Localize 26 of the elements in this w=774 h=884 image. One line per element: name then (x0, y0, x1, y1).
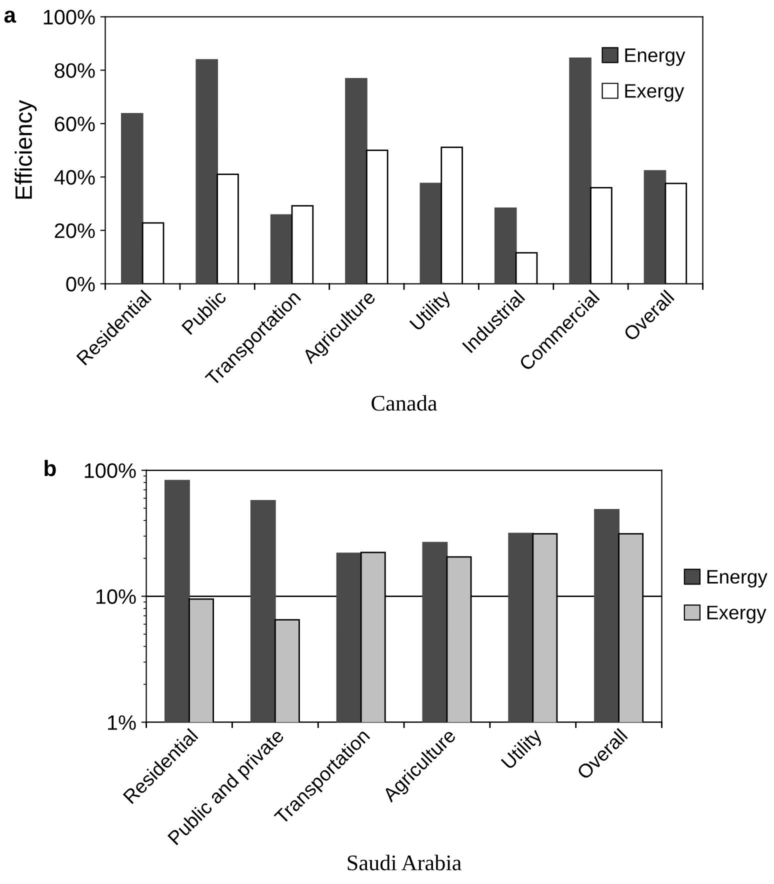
y-tick-label: 60% (54, 116, 95, 132)
legend-label: Exergy (707, 606, 766, 624)
y-tick-label: 40% (54, 170, 95, 185)
legend-label: Energy (707, 570, 768, 588)
legend-label: Energy (625, 48, 686, 66)
y-axis-title: Efficiency (14, 100, 37, 199)
bar (494, 208, 517, 284)
chart-title: a (4, 10, 16, 23)
bar (196, 59, 218, 284)
bar (345, 78, 368, 284)
y-tick-label: 20% (54, 223, 95, 238)
x-axis-title: Canada (372, 395, 438, 411)
y-tick-label: 0% (66, 276, 95, 292)
bar (644, 170, 666, 284)
y-tick-label: 80% (54, 63, 95, 78)
bar (420, 182, 442, 284)
bar (121, 113, 144, 284)
y-tick-label: 10% (96, 589, 136, 604)
bar (270, 214, 293, 284)
x-axis-title: Saudi Arabia (348, 854, 462, 870)
legend-label: Exergy (625, 84, 684, 102)
y-tick-label: 100% (44, 10, 95, 25)
chart-title: b (44, 460, 56, 476)
bar (569, 57, 592, 284)
y-tick-label: 100% (84, 463, 136, 478)
y-tick-label: 1% (108, 715, 136, 730)
